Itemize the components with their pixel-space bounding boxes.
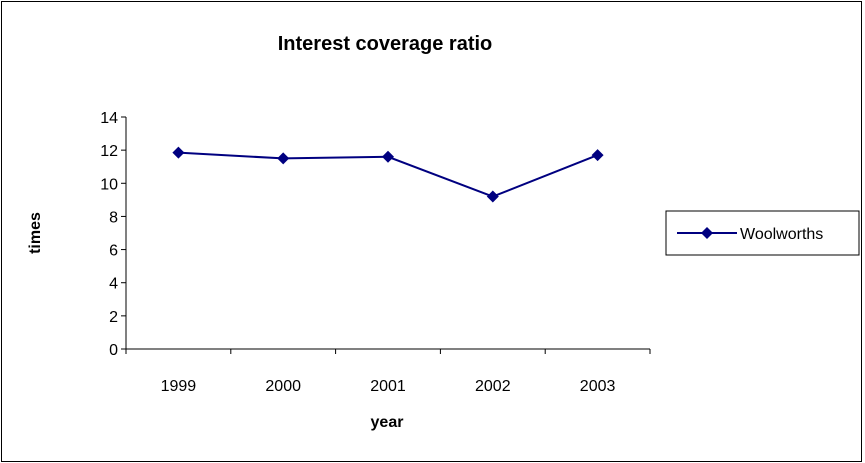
data-point bbox=[382, 150, 394, 163]
legend-label-woolworths: Woolworths bbox=[740, 226, 823, 243]
y-tick-label: 2 bbox=[109, 309, 118, 326]
data-point bbox=[591, 149, 604, 162]
y-tick-label: 14 bbox=[100, 110, 118, 127]
y-tick-label: 12 bbox=[100, 143, 118, 160]
data-point bbox=[172, 146, 185, 159]
x-tick-label: 2001 bbox=[370, 378, 406, 395]
y-axis-title: times bbox=[27, 212, 44, 254]
legend: Woolworths bbox=[665, 210, 860, 256]
x-axis-title: year bbox=[371, 414, 404, 431]
x-tick-label: 2003 bbox=[580, 378, 616, 395]
y-tick-label: 10 bbox=[100, 176, 118, 193]
data-point bbox=[486, 190, 499, 203]
y-axis: 0 2 4 6 8 10 12 14 bbox=[100, 110, 127, 359]
x-tick-label: 1999 bbox=[161, 378, 197, 395]
x-axis: 1999 2000 2001 2002 2003 bbox=[125, 348, 651, 395]
y-tick-label: 4 bbox=[109, 276, 118, 293]
series-woolworths bbox=[172, 146, 604, 203]
data-point bbox=[277, 152, 290, 165]
y-tick-label: 0 bbox=[109, 342, 118, 359]
legend-marker-woolworths bbox=[701, 227, 713, 239]
y-tick-label: 8 bbox=[109, 209, 118, 226]
x-tick-label: 2002 bbox=[475, 378, 511, 395]
x-tick-label: 2000 bbox=[265, 378, 301, 395]
chart-title: Interest coverage ratio bbox=[278, 33, 493, 55]
y-tick-label: 6 bbox=[109, 243, 118, 260]
